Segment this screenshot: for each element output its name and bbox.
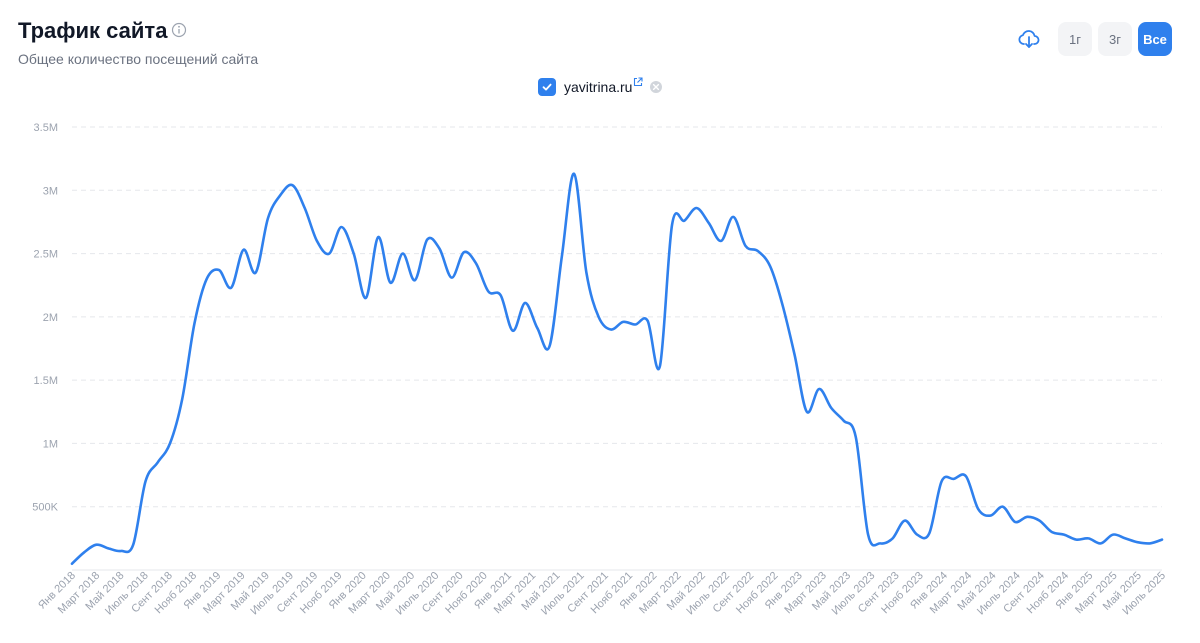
legend: yavitrina.ru — [538, 76, 663, 98]
y-tick-label: 1.5M — [34, 375, 58, 387]
remove-icon[interactable] — [649, 80, 663, 94]
download-button[interactable] — [1014, 24, 1044, 54]
page-subtitle: Общее количество посещений сайта — [18, 51, 259, 67]
page-title: Трафик сайта — [18, 18, 168, 43]
y-tick-label: 3.5M — [34, 122, 58, 134]
range-button-1y[interactable]: 1г — [1058, 22, 1092, 56]
y-tick-label: 500K — [32, 502, 58, 514]
y-tick-label: 2.5M — [34, 249, 58, 261]
checkmark-icon — [542, 83, 552, 91]
range-button-all[interactable]: Все — [1138, 22, 1172, 56]
legend-checkbox[interactable] — [538, 78, 556, 96]
y-tick-label: 3M — [43, 185, 58, 197]
y-tick-label: 1M — [43, 438, 58, 450]
external-link-icon[interactable] — [633, 77, 644, 87]
legend-label[interactable]: yavitrina.ru — [564, 79, 633, 95]
series-line-yavitrina — [70, 172, 1164, 565]
y-tick-label: 2M — [43, 312, 58, 324]
cloud-download-icon — [1018, 30, 1040, 48]
range-button-3y[interactable]: 3г — [1098, 22, 1132, 56]
info-icon[interactable] — [171, 22, 187, 38]
